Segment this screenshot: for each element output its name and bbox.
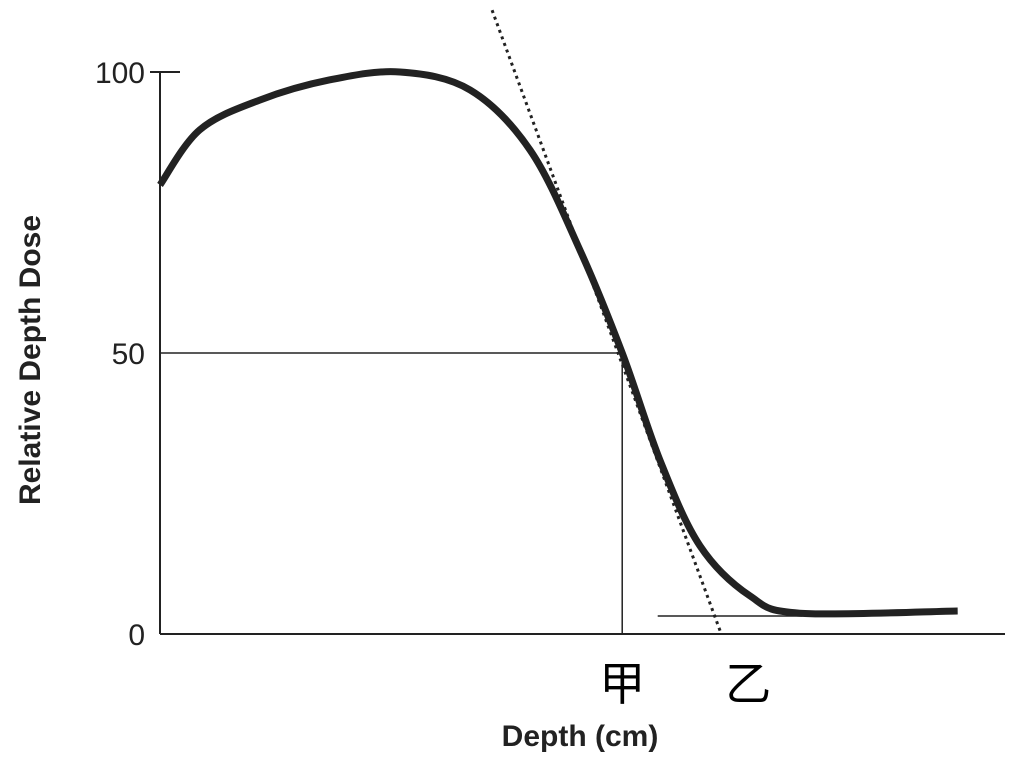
y-tick-label: 50: [112, 338, 145, 371]
y-tick-label: 0: [128, 619, 145, 652]
markers: 甲乙: [599, 657, 771, 711]
y-tick-label: 100: [95, 57, 145, 90]
y-ticks: 0 50 100: [95, 57, 180, 652]
depth-dose-curve: [157, 68, 958, 618]
series-layer: [157, 68, 958, 618]
y-axis-title: Relative Depth Dose: [14, 215, 47, 505]
marker-label: 乙: [725, 657, 771, 711]
marker-label: 甲: [599, 657, 645, 711]
x-axis-title: Depth (cm): [502, 720, 659, 753]
